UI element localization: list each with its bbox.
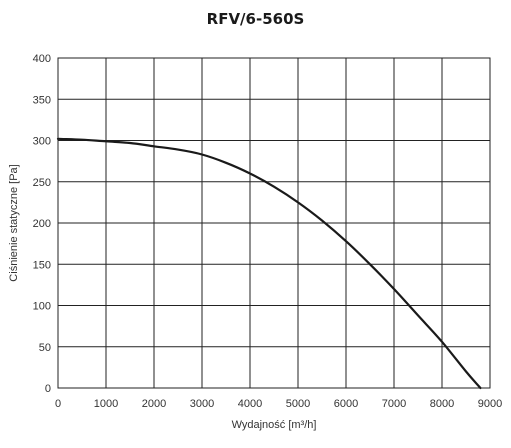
- x-tick-label: 7000: [382, 398, 406, 410]
- x-tick-label: 2000: [142, 398, 166, 410]
- x-tick-label: 3000: [190, 398, 214, 410]
- y-tick-label: 0: [45, 383, 51, 395]
- x-tick-label: 5000: [286, 398, 310, 410]
- x-tick-label: 0: [55, 398, 61, 410]
- y-tick-label: 400: [33, 53, 51, 65]
- grid: [57, 57, 491, 389]
- x-tick-label: 6000: [334, 398, 358, 410]
- x-tick-label: 8000: [430, 398, 454, 410]
- y-tick-label: 250: [33, 177, 51, 189]
- y-tick-label: 150: [33, 259, 51, 271]
- x-tick-label: 9000: [478, 398, 502, 410]
- series-group: [56, 137, 482, 390]
- y-tick-label: 350: [33, 94, 51, 106]
- y-tick-label: 100: [33, 301, 51, 313]
- y-axis-label: Ciśnienie statyczne [Pa]: [8, 164, 20, 281]
- x-axis-ticks: 0 1000 2000 3000 4000 5000 6000 7000 8000 9000: [55, 398, 502, 410]
- chart-title: RFV/6-560S: [206, 10, 305, 28]
- plot-frame: [57, 57, 491, 389]
- x-tick-label: 1000: [94, 398, 118, 410]
- x-tick-label: 4000: [238, 398, 262, 410]
- series-line: [56, 137, 482, 390]
- y-tick-label: 200: [33, 218, 51, 230]
- y-tick-label: 300: [33, 136, 51, 148]
- y-tick-label: 50: [39, 342, 51, 354]
- x-axis-label: Wydajność [m³/h]: [232, 419, 317, 431]
- y-axis-ticks: 0 50 100 150 200 250 300 350 400: [33, 53, 51, 395]
